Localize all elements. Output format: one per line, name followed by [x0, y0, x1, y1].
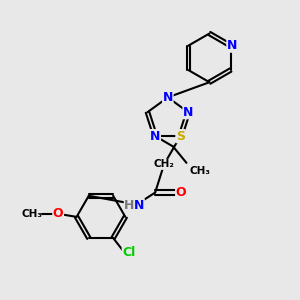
Text: CH₃: CH₃ [21, 209, 42, 219]
Text: O: O [176, 186, 186, 199]
Text: N: N [183, 106, 194, 119]
Text: N: N [163, 91, 173, 104]
Text: Cl: Cl [122, 246, 136, 259]
Text: H: H [124, 199, 134, 212]
Text: S: S [176, 130, 185, 142]
Text: N: N [134, 199, 145, 212]
Text: CH₃: CH₃ [189, 166, 210, 176]
Text: N: N [150, 130, 160, 142]
Text: CH₂: CH₂ [154, 159, 175, 169]
Text: O: O [53, 207, 64, 220]
Text: N: N [227, 39, 237, 52]
